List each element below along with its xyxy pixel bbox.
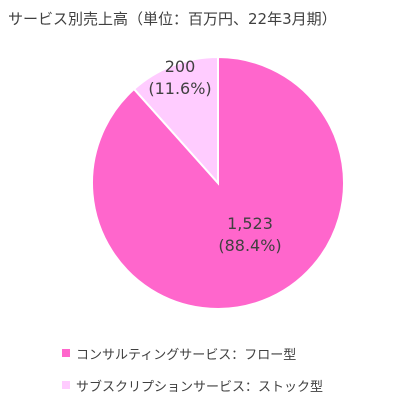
legend-swatch-consulting bbox=[62, 349, 70, 357]
data-label-consulting-percent: (88.4%) bbox=[218, 236, 282, 255]
data-label-consulting-value: 1,523 bbox=[227, 214, 273, 233]
data-label-subscription: 200 (11.6%) bbox=[140, 56, 220, 100]
pie-slice-subscription bbox=[132, 55, 219, 186]
data-label-subscription-value: 200 bbox=[164, 57, 196, 76]
data-label-subscription-percent: (11.6%) bbox=[148, 79, 212, 98]
legend-item-consulting: コンサルティングサービス：フロー型 bbox=[62, 343, 323, 363]
chart-title: サービス別売上高（単位：百万円、22年3月期） bbox=[8, 10, 337, 28]
legend-swatch-subscription bbox=[62, 381, 70, 389]
legend-label-consulting: コンサルティングサービス：フロー型 bbox=[76, 347, 297, 363]
chart-legend: コンサルティングサービス：フロー型 サブスクリプションサービス：ストック型 bbox=[62, 343, 323, 402]
legend-label-subscription: サブスクリプションサービス：ストック型 bbox=[76, 379, 324, 395]
legend-item-subscription: サブスクリプションサービス：ストック型 bbox=[62, 375, 323, 395]
data-label-consulting: 1,523 (88.4%) bbox=[210, 213, 290, 257]
